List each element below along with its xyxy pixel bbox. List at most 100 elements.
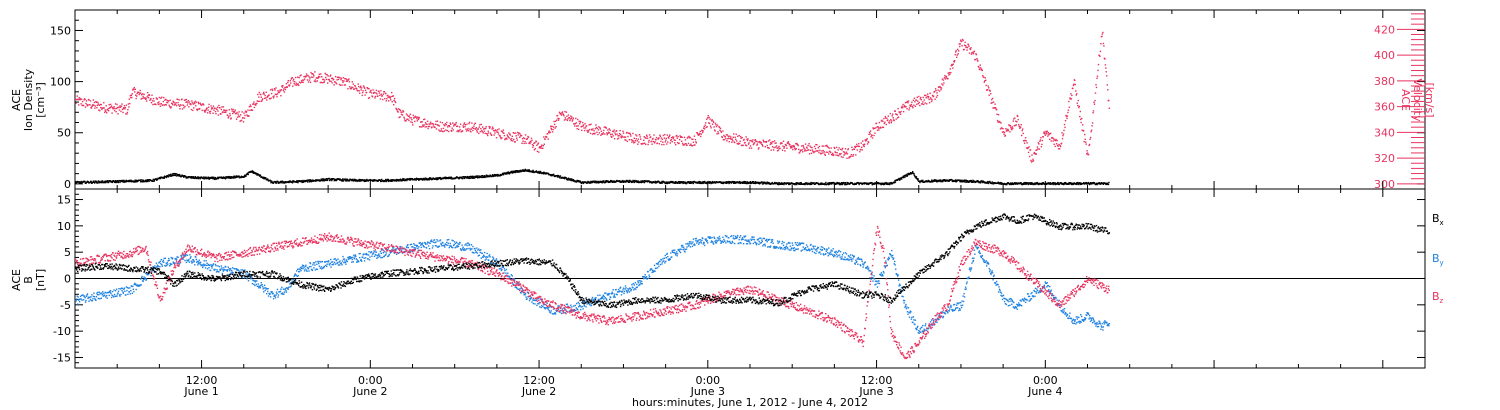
velocity-point (394, 100, 396, 103)
velocity-point (1010, 128, 1012, 130)
density-point (163, 177, 165, 179)
density-point (620, 181, 623, 183)
density-point (793, 183, 796, 185)
velocity-point (706, 126, 708, 128)
velocity-point (118, 106, 120, 109)
velocity-point (532, 146, 534, 148)
density-point (78, 181, 80, 183)
velocity-point (630, 139, 633, 141)
top-right-tick-label-1: 320 (1374, 152, 1395, 165)
velocity-point (466, 129, 469, 131)
velocity-point (183, 107, 185, 109)
velocity-point (299, 82, 302, 84)
density-point (810, 181, 812, 184)
velocity-point (819, 149, 821, 152)
by-point (111, 290, 114, 293)
density-point (666, 182, 668, 185)
velocity-point (194, 102, 196, 105)
velocity-point (357, 90, 359, 92)
top-left-label-3: [cm⁻³] (34, 82, 47, 118)
density-point (361, 180, 363, 182)
velocity-point (302, 81, 304, 83)
velocity-point (294, 84, 296, 86)
density-point (966, 180, 968, 182)
velocity-point (127, 109, 129, 111)
velocity-point (680, 136, 682, 138)
velocity-point (245, 111, 248, 113)
velocity-point (1105, 71, 1107, 73)
top-right-tick-label-4: 380 (1374, 75, 1395, 88)
density-point (961, 181, 964, 183)
velocity-point (487, 134, 489, 137)
velocity-point (92, 104, 94, 106)
velocity-point (1039, 140, 1041, 142)
velocity-point (577, 118, 579, 121)
density-point (369, 178, 371, 181)
velocity-point (910, 105, 912, 107)
velocity-point (279, 90, 282, 92)
by-point (218, 271, 220, 273)
density-point (493, 174, 495, 177)
by-point (123, 288, 125, 290)
velocity-point (1007, 128, 1009, 130)
density-point (1014, 182, 1016, 184)
density-point (972, 181, 975, 183)
density-point (699, 181, 701, 183)
velocity-point (424, 126, 426, 128)
velocity-point (970, 47, 972, 49)
density-point (306, 180, 308, 183)
density-point (809, 182, 811, 185)
density-point (233, 177, 235, 179)
velocity-point (1104, 58, 1106, 60)
velocity-point (862, 143, 864, 146)
velocity-point (825, 151, 827, 153)
density-point (762, 181, 765, 183)
density-point (408, 178, 411, 180)
density-point (590, 180, 592, 183)
velocity-point (535, 140, 538, 143)
density-point (322, 178, 324, 180)
density-point (499, 174, 501, 177)
density-point (960, 180, 962, 183)
velocity-point (1035, 153, 1038, 155)
density-point (483, 175, 486, 177)
by-point (112, 295, 114, 297)
density-point (1011, 182, 1013, 184)
velocity-point (798, 148, 800, 151)
velocity-point (821, 145, 823, 147)
velocity-point (611, 136, 613, 138)
density-point (1085, 182, 1087, 184)
velocity-point (129, 94, 131, 97)
by-point (87, 296, 90, 298)
velocity-point (515, 135, 517, 137)
density-point (415, 179, 417, 181)
velocity-point (430, 123, 432, 125)
density-point (418, 179, 421, 181)
velocity-point (926, 103, 928, 105)
density-point (714, 181, 716, 183)
velocity-point (274, 89, 276, 91)
velocity-point (339, 77, 341, 79)
density-point (115, 180, 118, 182)
velocity-point (280, 89, 283, 91)
velocity-point (1059, 145, 1061, 147)
density-point (893, 182, 896, 184)
density-point (252, 171, 254, 173)
density-point (976, 180, 978, 182)
density-point (512, 170, 514, 173)
velocity-point (519, 136, 521, 138)
by-point (219, 268, 221, 271)
density-point (229, 177, 232, 179)
density-point (601, 181, 603, 183)
density-point (936, 181, 938, 183)
velocity-point (717, 131, 719, 133)
velocity-point (454, 124, 456, 126)
density-point (811, 183, 813, 185)
velocity-point (1005, 128, 1007, 130)
velocity-point (128, 106, 130, 108)
velocity-point (1033, 151, 1036, 154)
density-point (682, 181, 684, 183)
velocity-point (495, 137, 498, 139)
density-point (751, 181, 754, 183)
density-point (152, 180, 154, 182)
